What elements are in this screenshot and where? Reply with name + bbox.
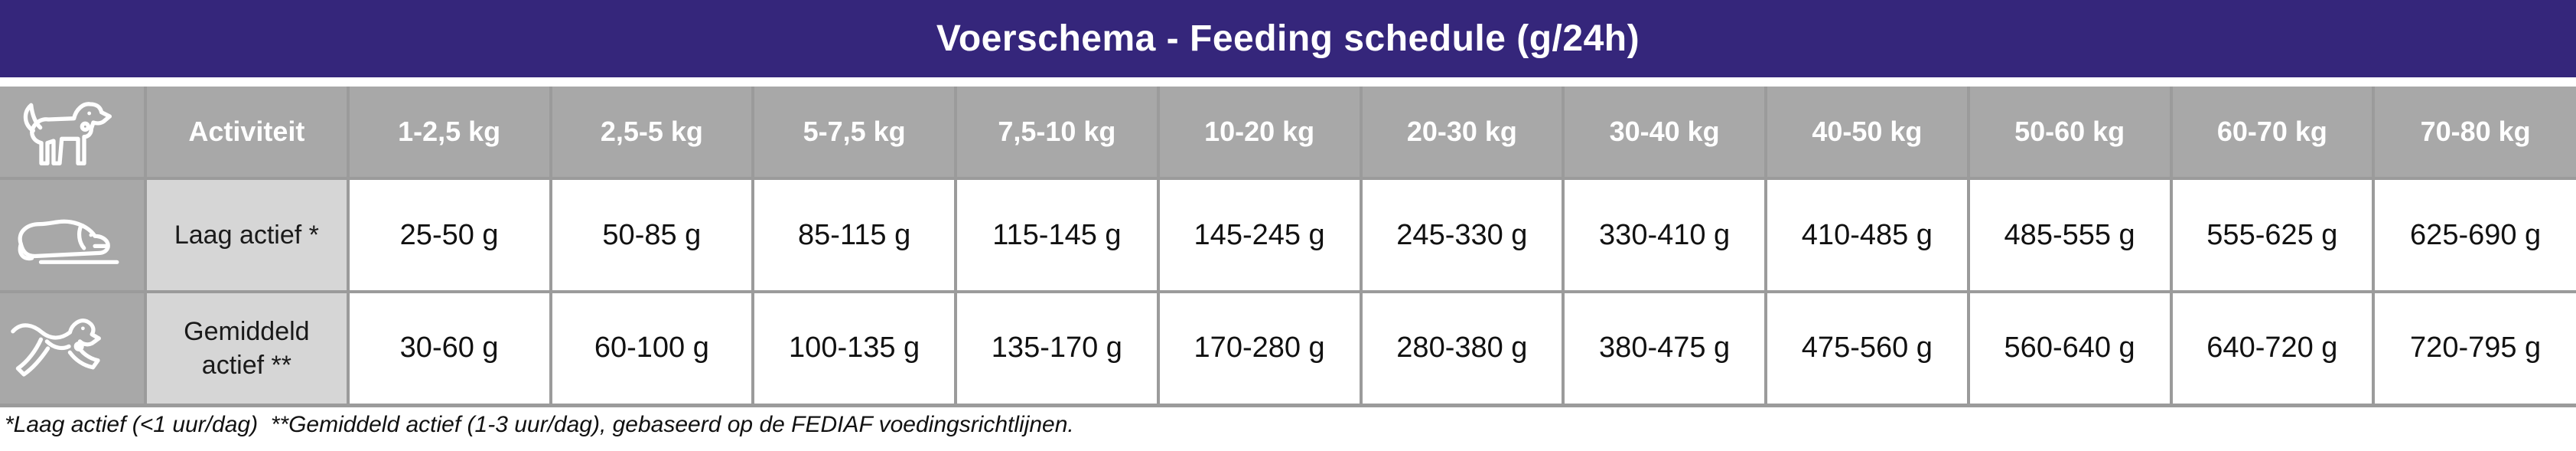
amount-med-20-30kg: 280-380 g bbox=[1359, 290, 1565, 407]
lying-dog-icon bbox=[18, 219, 119, 264]
amount-med-2.5-5kg: 60-100 g bbox=[549, 290, 755, 407]
column-header-weight-3: 5-7,5 kg bbox=[751, 87, 957, 180]
standing-dog-icon bbox=[23, 102, 112, 165]
amount-low-20-30kg: 245-330 g bbox=[1359, 177, 1565, 293]
column-header-weight-8: 40-50 kg bbox=[1764, 87, 1970, 180]
header-row: Activiteit 1-2,5 kg 2,5-5 kg 5-7,5 kg 7,… bbox=[0, 87, 2576, 180]
column-header-weight-1: 1-2,5 kg bbox=[346, 87, 552, 180]
amount-med-70-80kg: 720-795 g bbox=[2372, 290, 2576, 407]
corner-icon-cell bbox=[0, 87, 147, 180]
medium-active-icon-cell bbox=[0, 290, 147, 407]
amount-low-30-40kg: 330-410 g bbox=[1562, 177, 1767, 293]
amount-med-1-2.5kg: 30-60 g bbox=[346, 290, 552, 407]
amount-med-30-40kg: 380-475 g bbox=[1562, 290, 1767, 407]
running-dog-icon bbox=[11, 318, 101, 377]
amount-med-5-7.5kg: 100-135 g bbox=[751, 290, 957, 407]
column-header-weight-11: 70-80 kg bbox=[2372, 87, 2576, 180]
activity-label-low-active: Laag actief * bbox=[144, 177, 350, 293]
amount-low-7.5-10kg: 115-145 g bbox=[954, 177, 1160, 293]
amount-low-10-20kg: 145-245 g bbox=[1156, 177, 1363, 293]
amount-low-2.5-5kg: 50-85 g bbox=[549, 177, 755, 293]
column-header-weight-2: 2,5-5 kg bbox=[549, 87, 755, 180]
activity-label-medium-active: Gemiddeld actief ** bbox=[144, 290, 350, 407]
amount-med-10-20kg: 170-280 g bbox=[1156, 290, 1363, 407]
amount-low-40-50kg: 410-485 g bbox=[1764, 177, 1970, 293]
amount-med-60-70kg: 640-720 g bbox=[2169, 290, 2376, 407]
amount-low-5-7.5kg: 85-115 g bbox=[751, 177, 957, 293]
amount-med-50-60kg: 560-640 g bbox=[1966, 290, 2173, 407]
table-row-medium-active: Gemiddeld actief ** 30-60 g 60-100 g 100… bbox=[0, 290, 2576, 407]
amount-low-60-70kg: 555-625 g bbox=[2169, 177, 2376, 293]
feeding-schedule-table: Activiteit 1-2,5 kg 2,5-5 kg 5-7,5 kg 7,… bbox=[0, 87, 2576, 407]
amount-med-7.5-10kg: 135-170 g bbox=[954, 290, 1160, 407]
column-header-weight-7: 30-40 kg bbox=[1562, 87, 1767, 180]
amount-low-70-80kg: 625-690 g bbox=[2372, 177, 2576, 293]
footnote-text: *Laag actief (<1 uur/dag) **Gemiddeld ac… bbox=[5, 412, 1074, 437]
column-header-weight-5: 10-20 kg bbox=[1156, 87, 1363, 180]
amount-low-1-2.5kg: 25-50 g bbox=[346, 177, 552, 293]
amount-low-50-60kg: 485-555 g bbox=[1966, 177, 2173, 293]
amount-med-40-50kg: 475-560 g bbox=[1764, 290, 1970, 407]
column-header-weight-9: 50-60 kg bbox=[1966, 87, 2173, 180]
low-active-icon-cell bbox=[0, 177, 147, 293]
column-header-weight-6: 20-30 kg bbox=[1359, 87, 1565, 180]
title-bar: Voerschema - Feeding schedule (g/24h) bbox=[0, 0, 2576, 77]
column-header-weight-10: 60-70 kg bbox=[2169, 87, 2376, 180]
column-header-activiteit: Activiteit bbox=[144, 87, 350, 180]
title-table-divider bbox=[0, 77, 2576, 87]
page-title: Voerschema - Feeding schedule (g/24h) bbox=[936, 18, 1640, 59]
column-header-weight-4: 7,5-10 kg bbox=[954, 87, 1160, 180]
table-row-low-active: Laag actief * 25-50 g 50-85 g 85-115 g 1… bbox=[0, 177, 2576, 293]
